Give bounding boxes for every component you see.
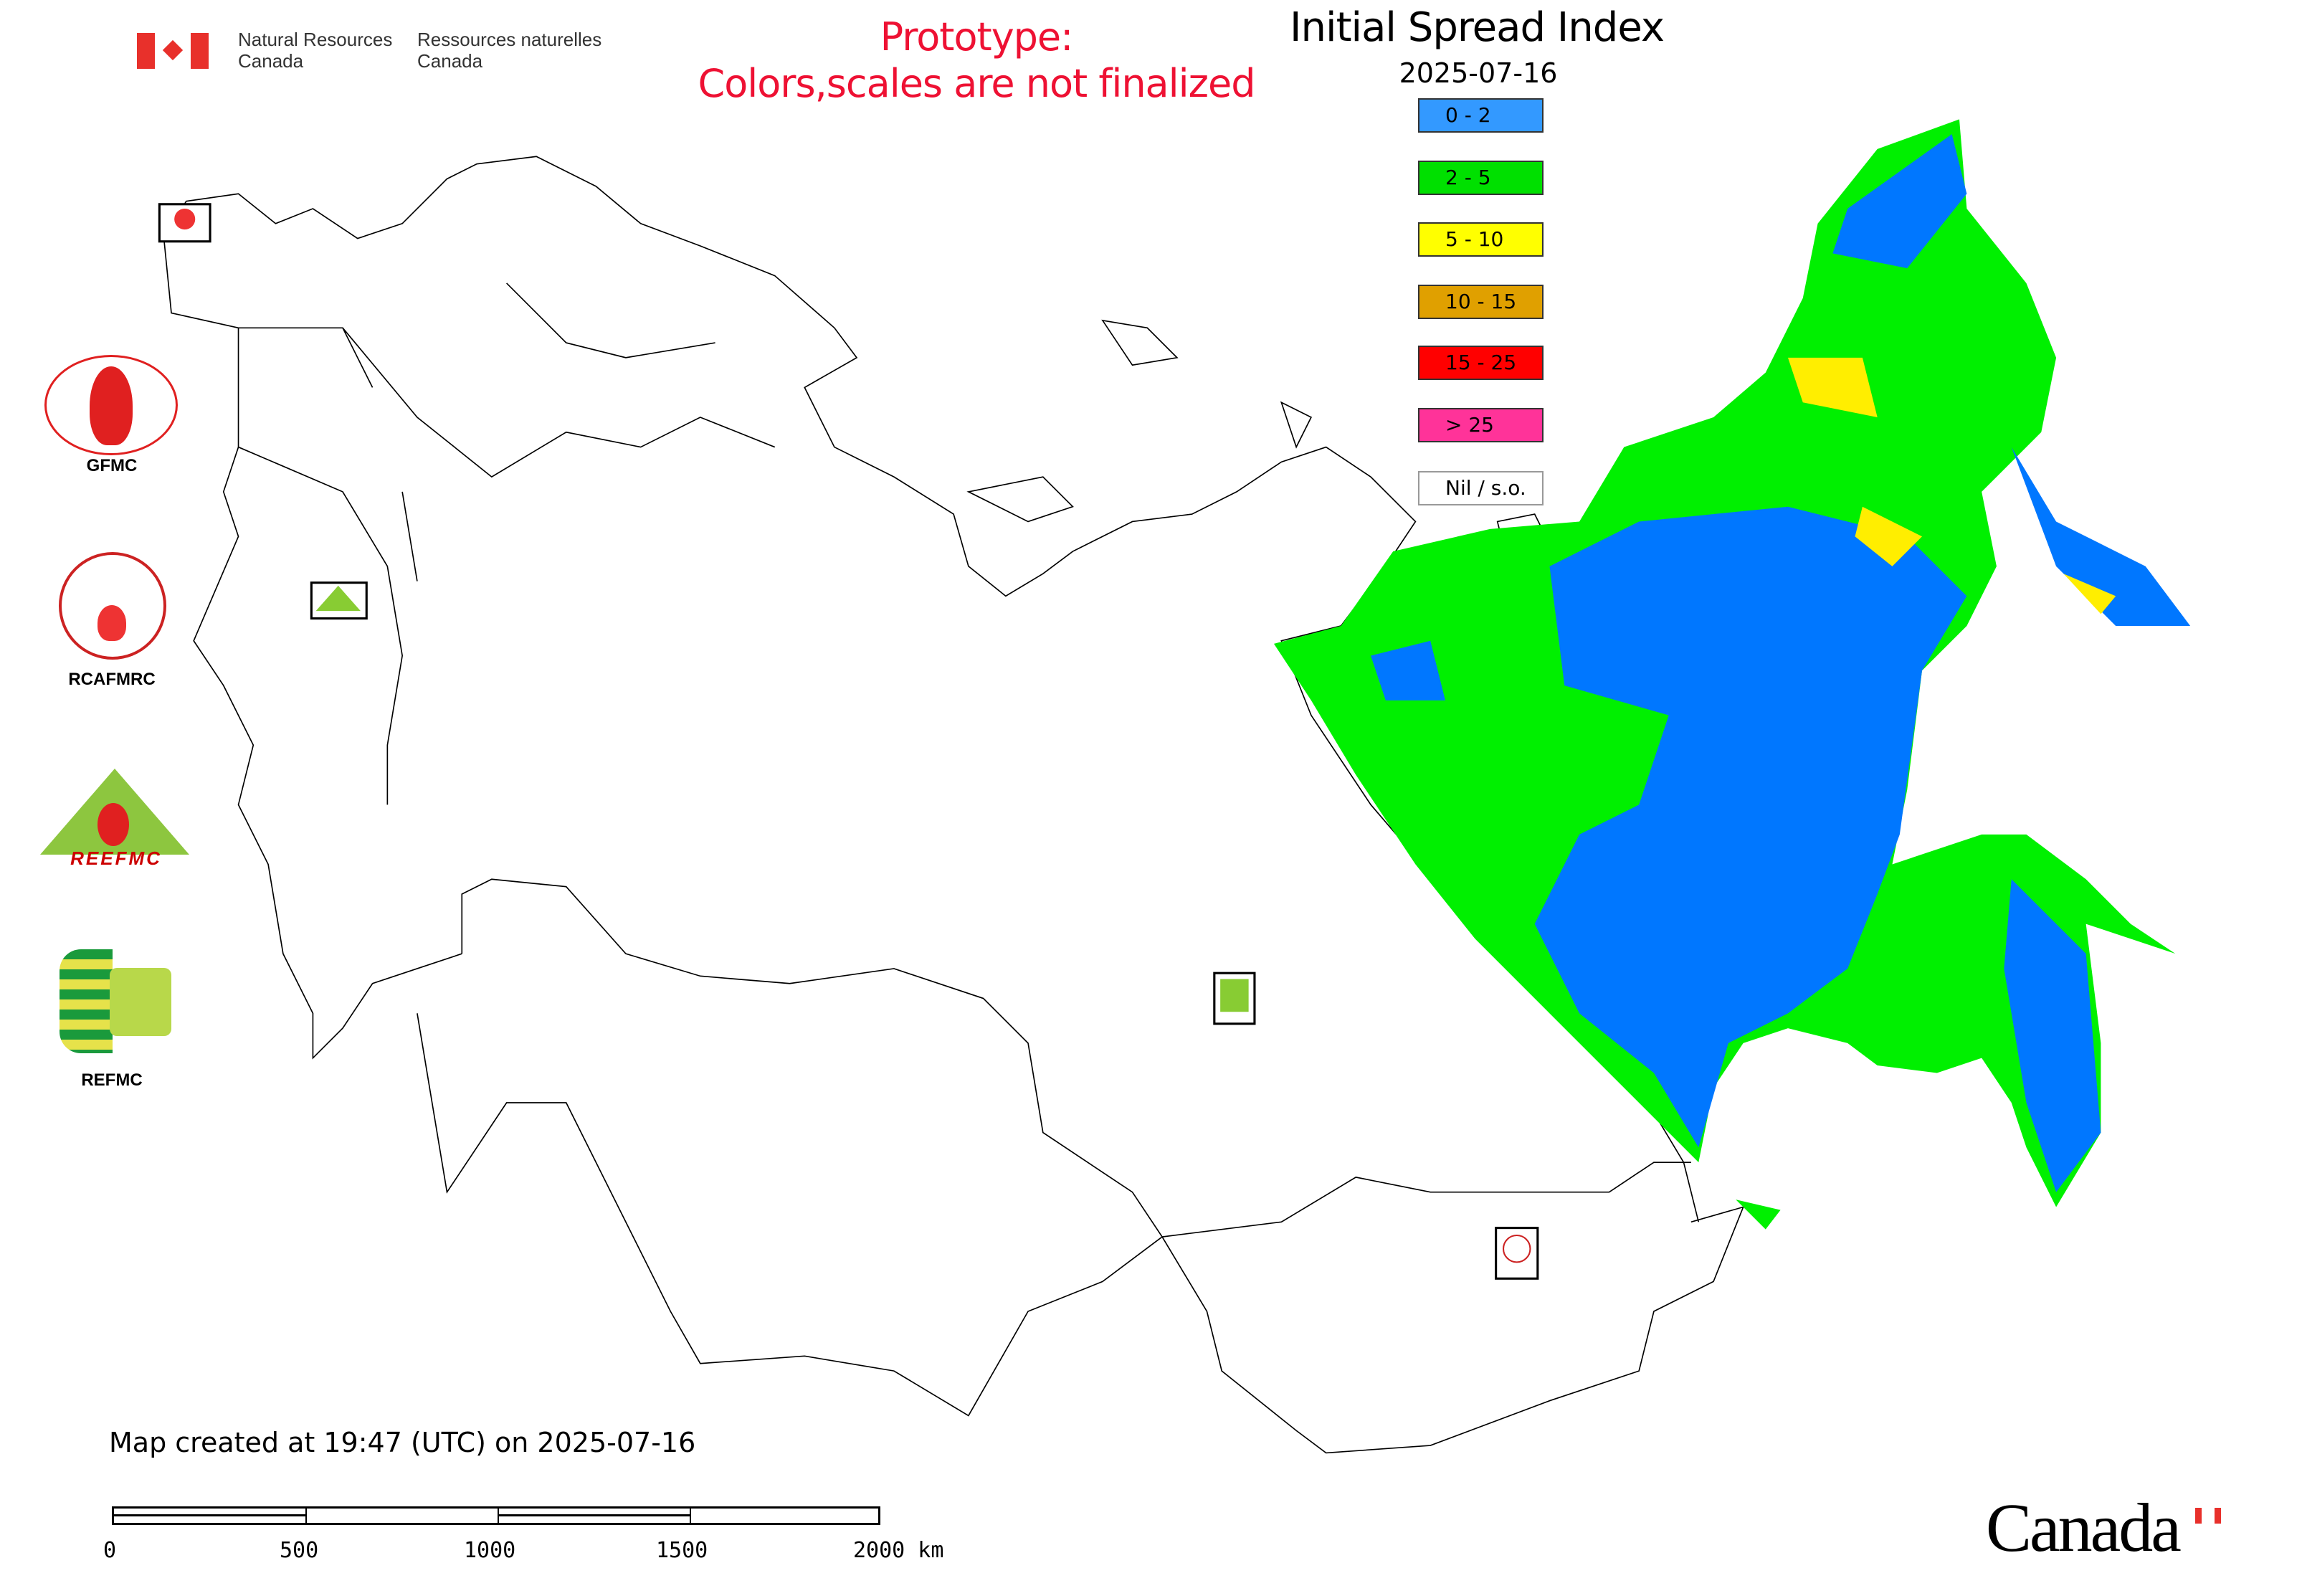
internal-borders [238,282,776,805]
reefmc-logo: REEFMC [40,769,192,869]
fire-icon [174,209,196,230]
agency-name-en: Natural Resources Canada [238,29,392,72]
isi-area-0-2 [2011,447,2191,626]
canada-wordmark: Canada [1986,1489,2182,1566]
isi-area-5-10 [2063,574,2116,614]
legend-item-15-25: 15 - 25 [1418,346,1544,380]
agency-fr-line1: Ressources naturelles [417,29,602,50]
legend-item-5-10: 5 - 10 [1418,222,1544,257]
wordmark-flag-icon [2195,1508,2221,1524]
rcafmrc-label: RCAFMRC [68,670,156,689]
scale-bar [112,1506,880,1525]
prototype-notice-line2: Colors,scales are not finalized [698,61,1256,106]
gfmc-logo [44,338,179,472]
scandinavia-border [163,238,462,1060]
refmc-logo [60,949,171,1053]
legend-item-nil: Nil / s.o. [1418,471,1544,505]
agency-fr-line2: Canada [417,50,483,72]
agency-name-fr: Ressources naturelles Canada [417,29,601,72]
prototype-notice-line1: Prototype: [880,14,1074,60]
triangle-icon [315,585,361,612]
legend-item-10-15: 10 - 15 [1418,285,1544,319]
isi-area-0-2 [1534,506,1967,1148]
scale-tick-0: 0 [103,1538,117,1563]
isi-area-5-10 [1787,357,1878,417]
gfmc-label: GFMC [86,456,138,475]
legend-date: 2025-07-16 [1399,57,1558,89]
legend-item-0-2: 0 - 2 [1418,98,1544,133]
marker-glyphs [174,209,1531,1263]
legend-item-2-5: 2 - 5 [1418,161,1544,195]
kazakhstan-border [461,878,1691,1238]
rcafmrc-marker[interactable] [1495,1227,1539,1280]
refmc-icon [1220,979,1249,1012]
map-logo-markers [158,203,1539,1280]
refmc-label: REFMC [81,1070,143,1090]
scale-tick-2000-km: 2000 km [853,1538,944,1563]
isi-raster [1273,119,2191,1230]
map-created-text: Map created at 19:47 (UTC) on 2025-07-16 [109,1427,696,1458]
agency-en-line2: Canada [238,50,304,72]
mongolia-outline [1161,1206,1745,1454]
legend-item-over-25: > 25 [1418,408,1544,442]
scale-tick-1000: 1000 [464,1538,516,1563]
isi-area-0-2 [1832,134,1967,269]
legend-title: Initial Spread Index [1290,4,1665,51]
globe-icon [1502,1234,1531,1263]
reefmc-label: REEFMC [70,847,162,869]
isi-area-0-2 [1371,640,1445,700]
isi-area-0-2 [2004,879,2101,1192]
central-asia-outline [417,1013,1163,1417]
isi-area-2-5 [1736,1200,1781,1230]
agency-en-line1: Natural Resources [238,29,393,50]
isi-area-5-10 [1855,506,1923,566]
arctic-islands [966,319,1551,552]
scale-tick-1500: 1500 [656,1538,708,1563]
canada-flag-icon [137,33,209,69]
rcafmrc-logo [59,552,166,660]
scale-tick-500: 500 [280,1538,319,1563]
